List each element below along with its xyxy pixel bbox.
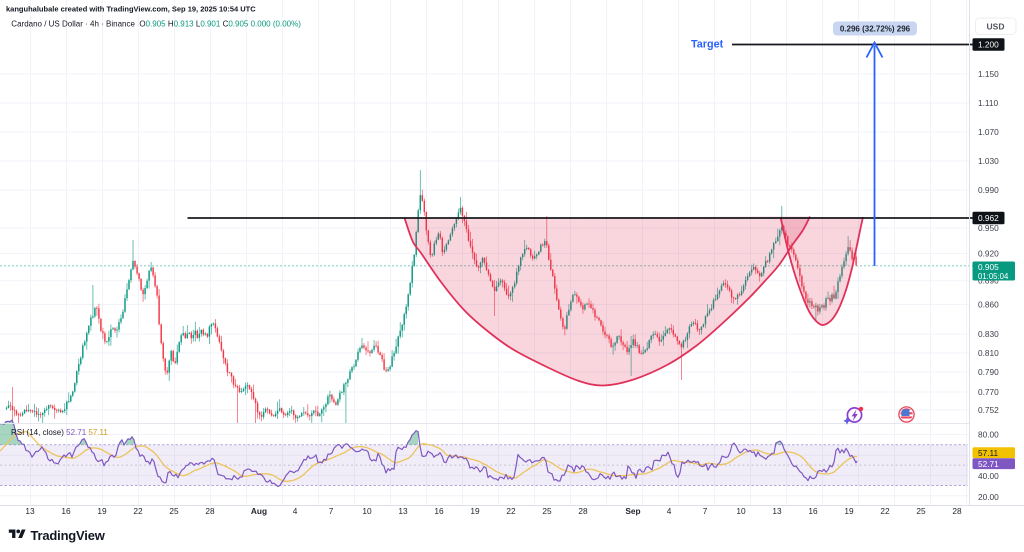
svg-text:0.752: 0.752 [978,405,999,415]
svg-text:0.296 (32.72%) 296: 0.296 (32.72%) 296 [840,25,911,34]
svg-text:0.990: 0.990 [978,185,999,195]
svg-text:0.860: 0.860 [978,300,999,310]
svg-text:1.070: 1.070 [978,127,999,137]
svg-text:7: 7 [329,506,334,516]
svg-text:Cardano / US Dollar · 4h · Bin: Cardano / US Dollar · 4h · Binance O0.90… [11,19,301,28]
svg-text:25: 25 [542,506,552,516]
svg-text:0.920: 0.920 [978,248,999,258]
svg-text:1.110: 1.110 [978,98,999,108]
svg-text:4: 4 [293,506,298,516]
svg-text:22: 22 [506,506,516,516]
svg-text:Target: Target [691,38,724,50]
svg-text:1.150: 1.150 [978,69,999,79]
svg-text:0.890: 0.890 [978,276,999,286]
svg-text:28: 28 [205,506,215,516]
svg-text:13: 13 [772,506,782,516]
svg-text:01:05:04: 01:05:04 [978,272,1009,281]
svg-text:0.950: 0.950 [978,223,999,233]
svg-text:19: 19 [470,506,480,516]
svg-text:25: 25 [916,506,926,516]
svg-text:Aug: Aug [251,506,267,516]
svg-text:0.810: 0.810 [978,348,999,358]
svg-text:0.830: 0.830 [978,329,999,339]
svg-text:40.00: 40.00 [978,471,999,481]
svg-text:RSI (14, close) 52.71 57.11: RSI (14, close) 52.71 57.11 [11,428,108,437]
svg-text:0.790: 0.790 [978,367,999,377]
svg-text:28: 28 [578,506,588,516]
svg-text:0.770: 0.770 [978,387,999,397]
svg-text:0.905: 0.905 [978,262,999,272]
svg-text:16: 16 [61,506,71,516]
svg-text:1.200: 1.200 [978,40,999,50]
svg-text:22: 22 [880,506,890,516]
svg-text:13: 13 [398,506,408,516]
svg-text:10: 10 [362,506,372,516]
svg-text:Sep: Sep [625,506,640,516]
svg-text:kanguhalubale created with Tra: kanguhalubale created with TradingView.c… [6,5,256,14]
svg-text:22: 22 [133,506,143,516]
svg-text:52.71: 52.71 [978,459,999,469]
svg-text:80.00: 80.00 [978,430,999,440]
svg-text:1.030: 1.030 [978,156,999,166]
svg-text:16: 16 [808,506,818,516]
svg-text:25: 25 [169,506,179,516]
svg-text:57.11: 57.11 [978,448,999,458]
svg-text:19: 19 [97,506,107,516]
svg-text:USD: USD [987,22,1005,32]
svg-text:10: 10 [736,506,746,516]
svg-text:4: 4 [667,506,672,516]
svg-text:7: 7 [703,506,708,516]
svg-text:20.00: 20.00 [978,492,999,502]
svg-text:16: 16 [434,506,444,516]
svg-text:28: 28 [952,506,962,516]
svg-text:TradingView: TradingView [31,528,106,543]
svg-text:13: 13 [25,506,35,516]
svg-text:0.962: 0.962 [978,213,999,223]
svg-text:19: 19 [844,506,854,516]
